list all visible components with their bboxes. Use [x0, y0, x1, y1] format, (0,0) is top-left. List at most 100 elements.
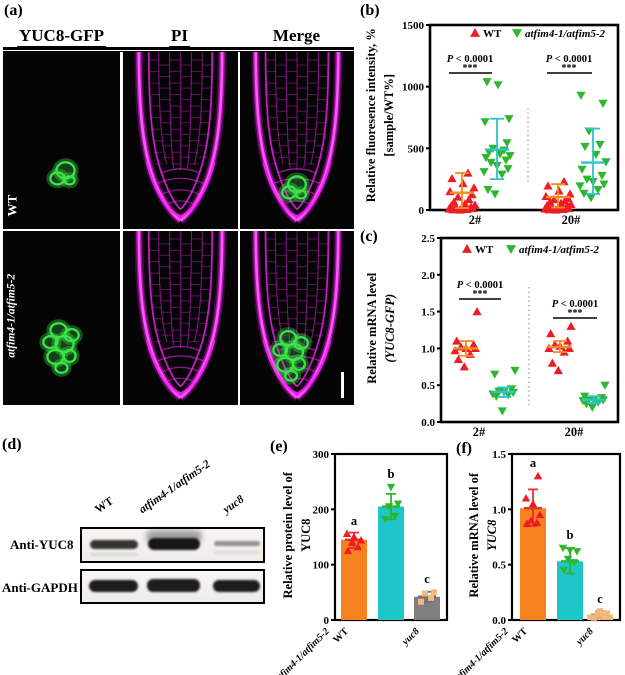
significance-stars: *** — [568, 308, 583, 319]
marker-square — [428, 594, 434, 601]
panel-a-label: (a) — [4, 2, 23, 19]
root-cell-wall — [274, 230, 284, 342]
marker-up — [347, 538, 357, 546]
root-cell-wall — [264, 52, 298, 211]
root-cell-wall — [303, 230, 309, 346]
marker-down — [503, 391, 513, 400]
root-cell-wall — [193, 230, 203, 342]
marker-up — [469, 340, 479, 349]
x-group-label: 20# — [565, 425, 585, 439]
root-cell-wall — [264, 230, 298, 387]
marker-down — [582, 175, 592, 184]
x-group-label: 2# — [473, 425, 486, 439]
marker-down — [512, 29, 522, 38]
axis-tick-label: 1.5 — [421, 307, 435, 319]
lane-label-wt: WT — [93, 495, 116, 516]
marker-down — [486, 158, 496, 168]
micro-cell-pi-wt — [122, 52, 238, 229]
marker-square — [597, 608, 603, 615]
blot-band-wt — [89, 580, 138, 592]
root-cell-wall — [156, 177, 204, 184]
marker-up — [546, 329, 556, 338]
root-cell-wall — [262, 162, 298, 218]
marker-up — [533, 471, 543, 480]
lane-label-mutant: atfim4-1/atfim5-2 — [137, 458, 213, 516]
gfp-signal-glow — [60, 172, 79, 189]
axis-tick-label: 2.0 — [421, 270, 435, 282]
marker-down — [502, 139, 512, 148]
axis-tick-label: 300 — [313, 449, 330, 461]
marker-up — [543, 181, 553, 190]
gfp-signal-glow — [269, 339, 292, 360]
gfp-signal-glow — [278, 182, 300, 203]
gfp-signal-glow — [289, 353, 309, 374]
marker-down — [595, 141, 605, 150]
marker-up — [521, 494, 531, 502]
marker-down — [504, 115, 514, 124]
plot-frame — [428, 23, 620, 212]
panel-f-label: (f) — [456, 440, 472, 457]
gfp-signal-glow — [292, 186, 310, 203]
legend-label: WT — [483, 28, 502, 40]
marker-up — [535, 510, 545, 519]
antibody-label-gapdh: Anti-GAPDH — [2, 580, 78, 595]
root-cell-wall — [277, 345, 317, 352]
column-header-yuc8-gfp: YUC8-GFP — [3, 26, 120, 48]
axis-title-e-line1: Relative protein level of — [280, 472, 295, 599]
blot-box-gapdh — [80, 569, 265, 604]
marker-down — [600, 381, 610, 390]
root-cell-wall — [145, 162, 181, 218]
blot-band-faint — [214, 551, 260, 554]
marker-down — [493, 81, 503, 90]
marker-down — [569, 559, 579, 567]
header-rule-thin — [3, 50, 354, 52]
blot-band-mutant — [148, 538, 200, 550]
marker-up — [566, 321, 576, 330]
chart-e-bar: 0 100 200 300 a b c — [313, 449, 449, 627]
root-cell-wall — [186, 230, 192, 346]
p-value-text: P < 0.0001 — [546, 54, 593, 65]
marker-up — [467, 189, 477, 199]
marker-down — [587, 403, 597, 412]
column-header-pi: PI — [122, 26, 237, 48]
gfp-signal-glow — [39, 331, 62, 352]
significance-stars: *** — [463, 63, 478, 74]
root-cell-wall — [157, 230, 167, 342]
axis-tick-label: 0.0 — [421, 417, 435, 429]
gfp-signal-glow — [46, 168, 69, 189]
marker-down — [576, 91, 586, 100]
chart-c-scatter: 0.0 0.5 1.0 1.5 2.0 2.5 WT atfim4-1/atfim5-2 P <… — [421, 233, 620, 439]
marker-down — [497, 407, 507, 416]
axis-tick-label: 1.0 — [421, 343, 435, 355]
marker-square — [591, 614, 597, 621]
marker-down — [580, 142, 590, 152]
stat-letter: b — [388, 467, 395, 481]
gfp-signal — [63, 175, 76, 186]
gfp-image-wt — [46, 158, 79, 189]
header-rule-thick — [3, 47, 354, 50]
micro-cell-pi-mut — [122, 230, 238, 405]
marker-up — [547, 358, 557, 367]
pi-image-wt — [133, 52, 227, 225]
root-cell-wall — [282, 200, 312, 206]
marker-up — [532, 518, 542, 526]
marker-up — [565, 189, 575, 198]
marker-up — [563, 336, 573, 345]
legend-label: WT — [475, 244, 494, 256]
micro-cell-merge-wt — [240, 52, 354, 229]
marker-down — [593, 186, 603, 195]
axis-tick-label: 0 — [324, 615, 330, 627]
marker-up — [458, 178, 468, 188]
antibody-label-yuc8: Anti-YUC8 — [10, 537, 74, 552]
scale-bar — [341, 372, 344, 398]
marker-up — [462, 244, 472, 253]
gfp-signal — [284, 369, 299, 382]
panel-c-label: (c) — [360, 228, 378, 245]
marker-up — [553, 365, 563, 375]
marker-down — [480, 118, 490, 127]
marker-square — [418, 598, 424, 605]
root-cell-wall — [168, 52, 174, 169]
root-cell-wall — [160, 189, 200, 195]
marker-up — [470, 200, 480, 209]
root-cell-wall — [165, 200, 195, 206]
